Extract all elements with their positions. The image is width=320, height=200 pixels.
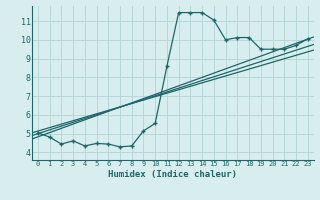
X-axis label: Humidex (Indice chaleur): Humidex (Indice chaleur) bbox=[108, 170, 237, 179]
